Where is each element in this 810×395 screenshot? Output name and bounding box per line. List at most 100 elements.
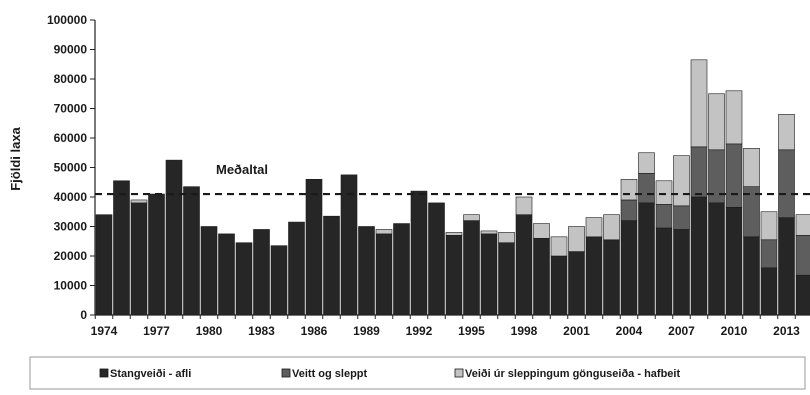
bar-segment-hafbeit-1996 [480,230,498,235]
x-tick-label: 1986 [301,324,328,338]
bar-segment-hafbeit-2006 [655,180,673,205]
bar-segment-hafbeit-2007 [673,155,690,207]
bar-segment-stangveidi-1994 [445,235,463,316]
bar-segment-hafbeit-2003 [603,214,620,241]
y-tick-label: 60000 [54,131,88,145]
bar-segment-stangveidi-1995 [463,220,480,316]
bar-segment-hafbeit-1998 [515,196,533,216]
bar-segment-hafbeit-2010 [725,90,743,145]
bar-segment-stangveidi-1974 [95,214,113,316]
bar-segment-stangveidi-1985 [288,221,305,316]
y-tick-label: 90000 [54,43,88,57]
bar-segment-stangveidi-2002 [585,236,603,316]
legend-box [29,356,806,390]
y-tick-label: 20000 [54,249,88,263]
legend-swatch-1 [99,368,109,378]
bar-segment-veitt-sleppt-2012 [760,239,778,269]
bar-segment-veitt-sleppt-2010 [725,143,743,208]
bar-segment-stangveidi-1980 [200,226,218,316]
bar-segment-stangveidi-2008 [690,196,708,316]
bar-segment-stangveidi-1996 [480,233,498,316]
bar-segment-stangveidi-1989 [358,226,375,316]
bar-segment-veitt-sleppt-2004 [620,199,638,221]
bar-segment-stangveidi-2004 [620,220,638,316]
bar-segment-hafbeit-2012 [760,211,778,241]
bar-segment-stangveidi-2007 [673,229,690,316]
bar-segment-stangveidi-1976 [130,202,148,316]
bar-segment-stangveidi-2010 [725,207,743,316]
x-tick-label: 2013 [773,324,800,338]
bar-segment-veitt-sleppt-2013 [778,149,795,218]
bar-segment-hafbeit-1999 [533,223,550,239]
bar-segment-stangveidi-2005 [638,202,655,316]
x-tick-label: 1980 [196,324,223,338]
bar-segment-hafbeit-2005 [638,152,655,174]
legend-swatch-3 [454,368,464,378]
y-tick-label: 0 [80,308,87,322]
bar-segment-veitt-sleppt-2014 [795,235,810,276]
bar-segment-hafbeit-2011 [743,148,760,187]
bar-segment-stangveidi-2011 [743,236,760,316]
bar-segment-stangveidi-1991 [393,223,410,316]
bar-segment-stangveidi-1993 [428,202,445,316]
x-tick-label: 1974 [91,324,118,338]
x-tick-label: 1992 [406,324,433,338]
bar-segment-stangveidi-1997 [498,242,515,316]
bar-segment-veitt-sleppt-2007 [673,205,690,230]
bar-segment-veitt-sleppt-2006 [655,204,673,229]
bar-segment-hafbeit-2004 [620,179,638,201]
bar-segment-stangveidi-1988 [340,174,358,316]
bar-segment-stangveidi-1978 [165,159,183,316]
x-tick-label: 2004 [616,324,643,338]
bar-segment-veitt-sleppt-2008 [690,146,708,198]
bar-segment-stangveidi-1975 [113,180,130,316]
x-tick-label: 1989 [353,324,380,338]
bar-segment-hafbeit-2014 [795,214,810,236]
x-tick-label: 1998 [511,324,538,338]
bar-segment-hafbeit-2013 [778,114,795,151]
bar-segment-stangveidi-1984 [270,245,288,316]
bar-segment-stangveidi-2013 [778,217,795,316]
x-tick-label: 2007 [668,324,695,338]
bar-segment-stangveidi-1981 [218,233,235,316]
bar-segment-stangveidi-1987 [323,215,340,316]
y-tick-label: 30000 [54,220,88,234]
bar-segment-stangveidi-2009 [708,202,725,316]
bar-segment-stangveidi-2006 [655,227,673,316]
bar-segment-hafbeit-1976 [130,199,148,204]
bar-segment-stangveidi-1990 [375,233,393,316]
bar-segment-stangveidi-1979 [183,186,200,316]
y-tick-label: 80000 [54,72,88,86]
bar-segment-stangveidi-1998 [515,214,533,316]
bar-segment-veitt-sleppt-2005 [638,173,655,204]
bar-segment-hafbeit-1997 [498,232,515,244]
bar-segment-stangveidi-2001 [568,251,585,316]
y-tick-label: 70000 [54,102,88,116]
mean-reference-label: Meðaltal [216,162,268,177]
bar-segment-stangveidi-1977 [148,193,165,316]
bar-segment-stangveidi-2012 [760,267,778,316]
bar-segment-hafbeit-2009 [708,93,725,151]
bar-segment-hafbeit-2008 [690,59,708,148]
x-tick-label: 2001 [563,324,590,338]
x-tick-label: 1995 [458,324,485,338]
bar-segment-stangveidi-1999 [533,238,550,316]
bar-segment-hafbeit-2001 [568,226,585,252]
x-tick-label: 1983 [248,324,275,338]
y-axis-label: Fjöldi laxa [8,126,23,190]
y-tick-label: 100000 [47,13,87,27]
bar-segment-stangveidi-1992 [410,190,428,316]
legend-label-3: Veiði úr sleppingum gönguseiða - hafbeit [465,368,680,380]
y-tick-label: 10000 [54,279,88,293]
y-tick-label: 50000 [54,161,88,175]
bar-segment-stangveidi-1982 [235,242,253,316]
bar-segment-stangveidi-1983 [253,229,270,316]
bar-segment-stangveidi-2003 [603,239,620,316]
x-tick-label: 1977 [143,324,170,338]
legend-label-1: Stangveiði - afli [110,368,191,380]
x-tick-label: 2010 [721,324,748,338]
bar-segment-hafbeit-1995 [463,214,480,221]
bar-segment-hafbeit-2002 [585,217,603,238]
